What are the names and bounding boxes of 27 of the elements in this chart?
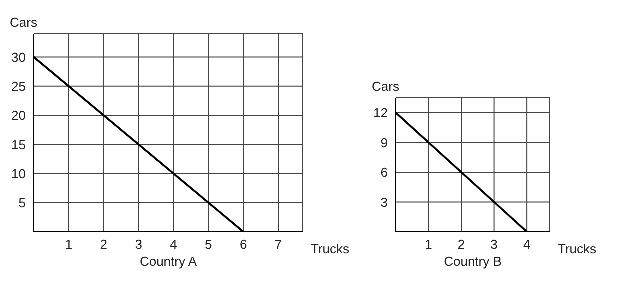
y-axis-title: Cars [10,15,38,30]
y-tick-label: 20 [12,108,26,124]
y-tick-label: 10 [12,166,26,182]
y-axis-title: Cars [372,79,400,94]
x-axis-title: Trucks [558,242,598,257]
y-tick-label: 12 [374,106,388,121]
y-tick-label: 3 [380,194,388,210]
x-tick-label: 3 [135,237,142,252]
x-tick-label: 3 [490,237,498,252]
y-tick-label: 9 [380,135,388,150]
text: Country A [138,254,198,269]
text: Country B [443,254,503,269]
x-tick-label: 5 [205,237,212,252]
x-tick-label: 6 [240,237,248,252]
x-tick-label: 1 [425,237,432,252]
y-tick-label: 30 [12,50,26,65]
x-tick-label: 4 [523,237,531,252]
y-tick-label: 15 [12,137,26,152]
y-tick-label: 6 [380,165,388,180]
x-tick-label: 2 [100,237,108,252]
y-tick-label: 5 [18,195,26,210]
x-axis-title: Trucks [311,242,350,257]
x-tick-label: 2 [458,237,466,252]
x-tick-label: 1 [65,237,73,252]
y-tick-label: 25 [12,79,26,94]
x-tick-label: 7 [274,237,282,252]
x-tick-label: 4 [170,237,178,252]
